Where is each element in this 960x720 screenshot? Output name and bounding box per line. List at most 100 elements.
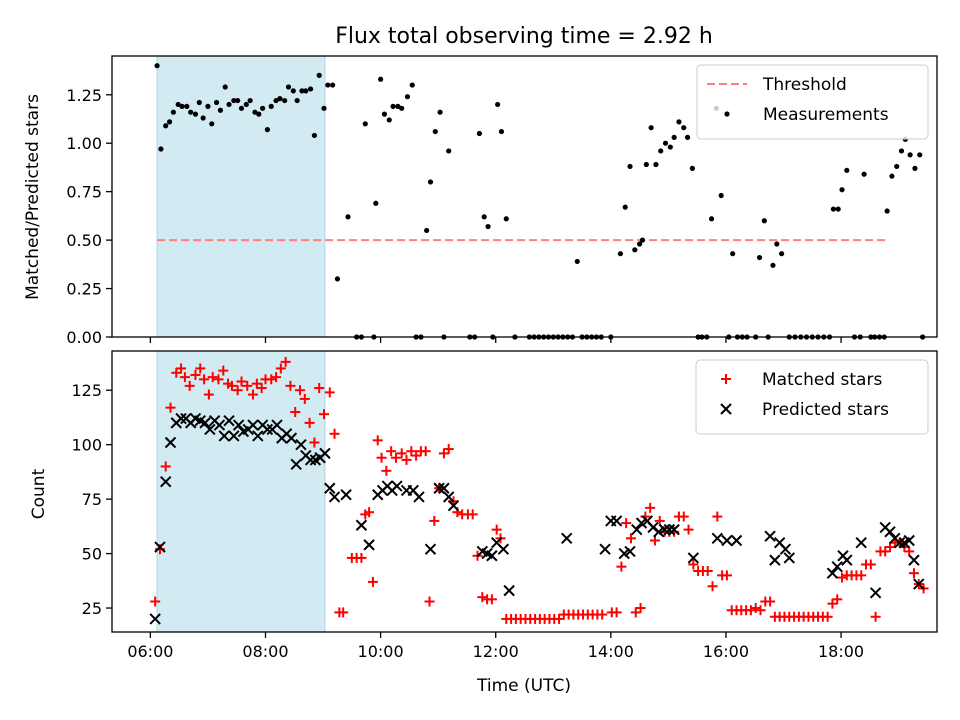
data-point xyxy=(334,276,341,282)
y-tick-label: 1.00 xyxy=(66,134,102,153)
data-point xyxy=(190,369,201,380)
data-point xyxy=(684,134,691,140)
legend-box xyxy=(695,359,929,435)
data-point xyxy=(497,543,510,555)
data-point xyxy=(447,499,460,512)
data-point-stroke xyxy=(893,536,906,549)
data-point-stroke xyxy=(841,554,853,566)
data-point xyxy=(835,206,841,212)
data-point-stroke xyxy=(340,489,352,501)
data-point xyxy=(907,152,913,158)
data-point xyxy=(764,530,776,542)
data-point xyxy=(330,82,336,88)
data-point xyxy=(223,414,235,427)
data-point xyxy=(213,99,220,106)
data-point xyxy=(869,587,882,599)
data-point-stroke xyxy=(324,482,336,494)
data-point xyxy=(481,214,487,220)
data-point-stroke xyxy=(764,530,776,542)
series-measurements xyxy=(154,63,926,340)
data-point-stroke xyxy=(407,484,419,497)
shaded-interval xyxy=(156,55,326,338)
data-point-stroke xyxy=(908,554,920,566)
data-point xyxy=(654,515,665,526)
data-point xyxy=(373,200,379,206)
data-point-stroke xyxy=(328,491,341,503)
data-point-stroke xyxy=(355,519,368,531)
data-point xyxy=(658,523,671,536)
data-point xyxy=(662,140,669,146)
data-point xyxy=(477,592,488,603)
data-point xyxy=(196,99,202,106)
data-point-stroke xyxy=(261,423,274,436)
data-point-stroke xyxy=(164,436,177,449)
data-point xyxy=(707,581,718,592)
data-point xyxy=(268,103,274,109)
data-point-stroke xyxy=(199,417,211,429)
data-point xyxy=(325,82,331,88)
data-point xyxy=(635,603,646,614)
data-point-stroke xyxy=(149,613,161,625)
data-point xyxy=(617,251,624,257)
data-point-stroke xyxy=(204,423,216,436)
data-point xyxy=(769,554,781,566)
data-point xyxy=(616,561,627,572)
data-point xyxy=(865,559,876,570)
data-point xyxy=(427,179,434,185)
data-point xyxy=(437,109,443,115)
data-point xyxy=(175,101,181,108)
data-point xyxy=(154,63,160,69)
data-point-stroke xyxy=(252,430,264,442)
data-point xyxy=(176,363,187,374)
data-point xyxy=(491,524,502,535)
data-point xyxy=(438,482,450,494)
bottom-panel: 06:00 08:00 10:00 12:00 14:00 16:00 18:00 25 50 7… xyxy=(71,350,938,661)
data-point xyxy=(486,594,497,605)
data-point xyxy=(645,502,656,513)
data-point xyxy=(271,372,282,383)
data-point xyxy=(390,452,401,463)
data-point xyxy=(329,428,340,439)
data-point xyxy=(908,554,920,566)
data-point xyxy=(345,214,351,220)
y-tick-label: 0.00 xyxy=(66,328,102,347)
data-point xyxy=(889,173,895,179)
data-point-stroke xyxy=(363,539,375,551)
data-point xyxy=(165,402,176,413)
data-point xyxy=(622,204,628,210)
data-point xyxy=(830,206,836,212)
data-point xyxy=(355,519,368,531)
data-point xyxy=(756,254,763,261)
data-point-stroke xyxy=(481,547,493,560)
data-point xyxy=(199,374,210,385)
data-point xyxy=(486,550,498,562)
data-point xyxy=(554,613,565,624)
data-point xyxy=(409,82,415,88)
data-point xyxy=(232,419,245,431)
x-axis-label: Time (UTC) xyxy=(476,676,571,696)
data-point xyxy=(649,535,660,546)
data-point xyxy=(827,598,838,609)
data-point xyxy=(778,251,785,257)
data-point xyxy=(390,103,396,109)
series-predicted-stars xyxy=(149,412,925,625)
data-point xyxy=(362,121,368,127)
data-point xyxy=(266,374,277,385)
data-point xyxy=(391,480,403,492)
data-point xyxy=(844,167,850,173)
data-point xyxy=(314,383,325,394)
data-point-stroke xyxy=(304,454,317,466)
data-point xyxy=(689,165,695,171)
legend-swatch xyxy=(721,374,731,384)
data-point xyxy=(271,419,283,431)
data-point xyxy=(624,545,636,558)
x-tick-label: 14:00 xyxy=(588,642,634,661)
data-point xyxy=(232,385,243,396)
data-point xyxy=(413,491,425,503)
data-point xyxy=(160,475,172,488)
data-point xyxy=(367,576,378,587)
data-point xyxy=(264,127,271,133)
data-point xyxy=(856,570,867,581)
data-point xyxy=(406,446,417,457)
